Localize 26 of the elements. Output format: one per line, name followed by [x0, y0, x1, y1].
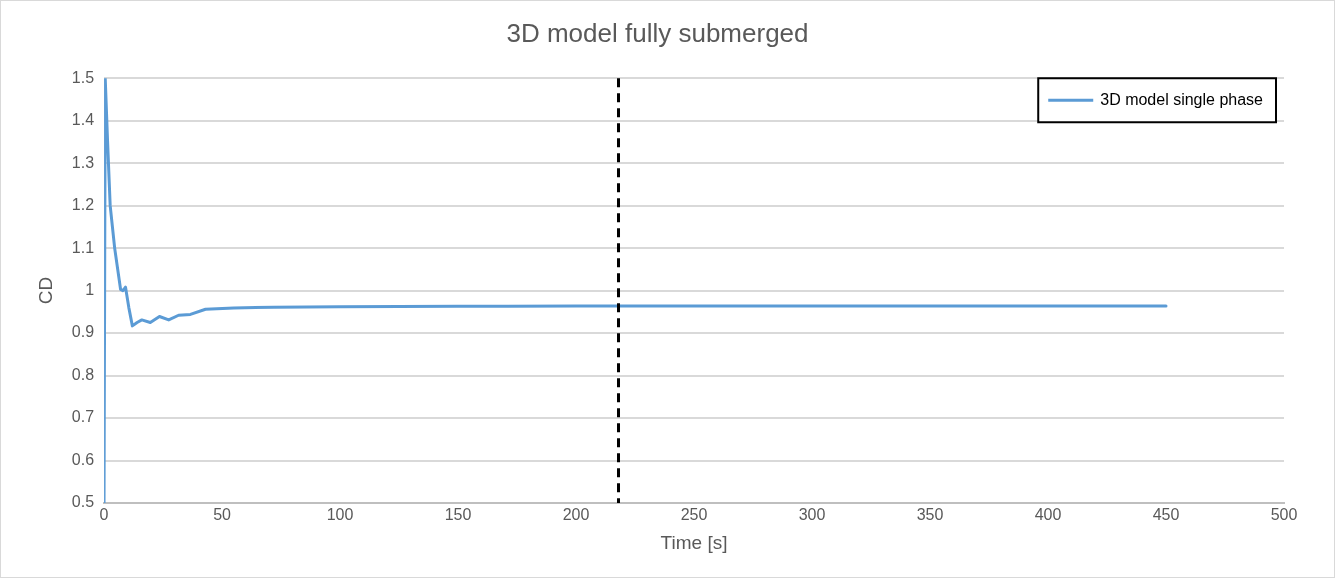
y-axis-title: CD [34, 276, 56, 305]
y-tick-label: 1.5 [71, 68, 95, 86]
y-tick-label: 0.8 [71, 365, 95, 383]
x-tick-label: 250 [680, 506, 708, 524]
x-tick-label: 400 [1034, 506, 1062, 524]
x-tick-label: 50 [213, 506, 232, 524]
y-tick-label: 1.3 [71, 153, 95, 171]
x-tick-label: 150 [444, 506, 472, 524]
y-tick-label: 1.1 [71, 238, 95, 256]
x-tick-label: 450 [1152, 506, 1180, 524]
legend-label: 3D model single phase [1100, 90, 1264, 108]
x-axis-title: Time [s] [660, 531, 728, 553]
x-tick-label: 300 [798, 506, 826, 524]
y-tick-label: 1.4 [71, 111, 95, 129]
y-tick-label: 0.7 [71, 408, 95, 426]
y-tick-label: 1 [85, 281, 95, 299]
x-tick-label: 0 [99, 506, 109, 524]
x-tick-label: 500 [1270, 506, 1298, 524]
x-tick-label: 100 [326, 506, 354, 524]
y-tick-label: 0.9 [71, 323, 95, 341]
x-tick-label: 350 [916, 506, 944, 524]
x-tick-label: 200 [562, 506, 590, 524]
y-tick-label: 0.6 [71, 450, 95, 468]
chart-title: 3D model fully submerged [506, 17, 809, 48]
y-tick-label: 1.2 [71, 196, 95, 214]
y-tick-label: 0.5 [71, 493, 95, 511]
